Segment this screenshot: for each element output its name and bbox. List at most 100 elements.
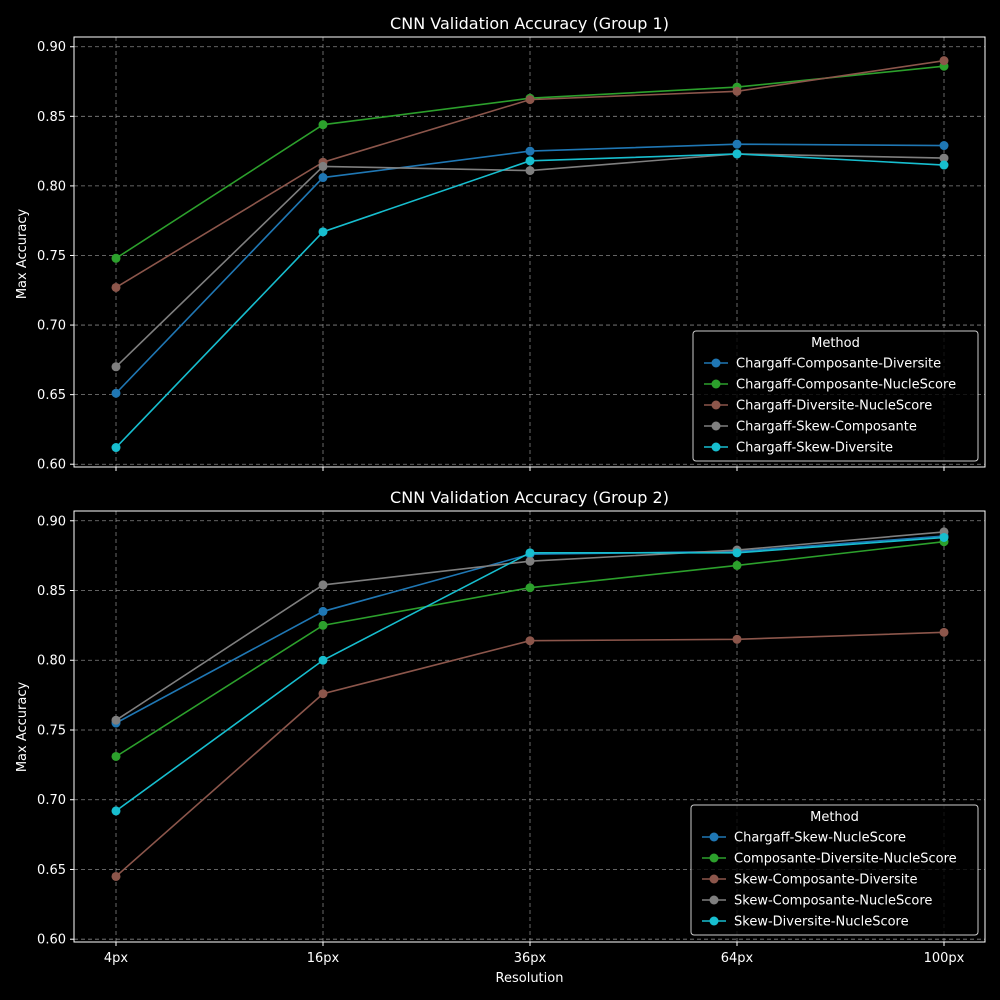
legend-box-2	[690, 804, 979, 936]
data-point	[318, 580, 328, 590]
legend-title-2: Method	[810, 810, 859, 825]
data-point	[939, 141, 949, 151]
data-point	[525, 583, 535, 593]
data-point	[525, 636, 535, 646]
data-point	[732, 548, 742, 558]
legend-swatch-marker	[711, 421, 721, 431]
data-point	[318, 120, 328, 130]
legend-swatch-marker	[711, 379, 721, 389]
legend-label: Composante-Diversite-NucleScore	[734, 852, 957, 867]
legend-label: Chargaff-Composante-NucleScore	[736, 378, 956, 393]
legend-swatch-marker	[709, 832, 719, 842]
data-point	[111, 806, 121, 816]
x-tick-label: 100px	[924, 951, 965, 966]
legend-items-1: Chargaff-Composante-Diversite Chargaff-Co…	[704, 357, 956, 456]
legend-label: Chargaff-Skew-NucleScore	[734, 831, 906, 846]
y-tick-label: 0.90	[37, 40, 66, 55]
data-point	[318, 227, 328, 237]
data-point	[525, 146, 535, 156]
legend-swatch-marker	[709, 874, 719, 884]
y-tick-label: 0.60	[37, 458, 66, 473]
y-tick-label: 0.80	[37, 654, 66, 669]
legend-label: Chargaff-Composante-Diversite	[736, 357, 941, 372]
x-ticks-1	[115, 467, 945, 471]
y-tick-label: 0.60	[37, 933, 66, 948]
legend-swatch-marker	[709, 895, 719, 905]
chart-title-1: CNN Validation Accuracy (Group 1)	[390, 14, 669, 33]
data-point	[939, 160, 949, 170]
legend-title-1: Method	[811, 336, 860, 351]
plot-frame-1	[73, 36, 986, 468]
data-point	[111, 751, 121, 761]
data-point	[111, 253, 121, 263]
y-axis-label-2: Max Accuracy	[15, 682, 30, 773]
plot-frame-2	[73, 510, 986, 943]
chart-title-2: CNN Validation Accuracy (Group 2)	[390, 488, 669, 507]
legend-label: Chargaff-Skew-Composante	[736, 420, 917, 435]
data-point	[111, 443, 121, 453]
legend-swatch-marker	[709, 916, 719, 926]
y-tick-label: 0.65	[37, 863, 66, 878]
data-point	[939, 533, 949, 542]
legend-label: Skew-Diversite-NucleScore	[734, 915, 909, 930]
data-point	[111, 388, 121, 398]
y-axis-label-1: Max Accuracy	[15, 209, 30, 300]
y-tick-label: 0.85	[37, 584, 66, 599]
y-ticks-1: 0.60 0.65 0.70 0.75 0.80 0.85 0.90	[37, 40, 74, 473]
legend-label: Skew-Composante-NucleScore	[734, 894, 932, 909]
y-tick-label: 0.70	[37, 793, 66, 808]
data-point	[318, 689, 328, 699]
data-point	[525, 95, 535, 105]
y-ticks-2: 0.60 0.65 0.70 0.75 0.80 0.85 0.90	[37, 514, 74, 948]
series-group-2	[111, 527, 949, 881]
data-point	[939, 56, 949, 66]
x-tick-label: 4px	[104, 951, 129, 966]
chart-panel-2: CNN Validation Accuracy (Group 2) Max Ac…	[15, 488, 986, 986]
data-point	[318, 655, 328, 665]
x-tick-label: 16px	[307, 951, 340, 966]
legend-box-1	[692, 330, 979, 462]
data-point	[525, 556, 535, 566]
legend-2: Method Chargaff-Skew-NucleScore Composant…	[690, 804, 979, 936]
data-point	[525, 548, 535, 558]
data-point	[111, 715, 121, 725]
legend-label: Skew-Composante-Diversite	[734, 873, 917, 888]
y-tick-label: 0.65	[37, 388, 66, 403]
series-group-1	[111, 56, 949, 453]
legend-swatch-marker	[709, 853, 719, 863]
chart-panel-1: CNN Validation Accuracy (Group 1) Max Ac…	[15, 14, 986, 473]
data-point	[732, 139, 742, 149]
data-point	[318, 161, 328, 171]
data-point	[111, 362, 121, 372]
y-tick-label: 0.75	[37, 249, 66, 264]
legend-swatch-marker	[711, 442, 721, 452]
data-point	[732, 149, 742, 159]
legend-swatch-marker	[711, 400, 721, 410]
legend-swatch-marker	[711, 358, 721, 368]
y-tick-label: 0.85	[37, 110, 66, 125]
y-tick-label: 0.70	[37, 319, 66, 334]
data-point	[111, 871, 121, 881]
data-point	[732, 634, 742, 644]
data-point	[525, 156, 535, 166]
data-point	[318, 620, 328, 630]
x-tick-label: 64px	[721, 951, 754, 966]
legend-label: Chargaff-Skew-Diversite	[736, 441, 893, 456]
y-tick-label: 0.80	[37, 179, 66, 194]
data-point	[939, 627, 949, 637]
legend-1: Method Chargaff-Composante-DiversiteChar…	[692, 330, 979, 462]
y-tick-label: 0.90	[37, 514, 66, 529]
data-point	[111, 282, 121, 292]
legend-label: Chargaff-Diversite-NucleScore	[736, 399, 932, 414]
data-point	[732, 560, 742, 570]
legend-items-2: Chargaff-Skew-NucleScore Composante-Diver…	[702, 831, 957, 930]
x-axis-label-2: Resolution	[496, 971, 564, 986]
data-point	[525, 166, 535, 176]
x-tick-label: 36px	[514, 951, 547, 966]
y-tick-label: 0.75	[37, 723, 66, 738]
data-point	[318, 606, 328, 616]
data-point	[939, 153, 949, 163]
data-point	[318, 173, 328, 183]
data-point	[732, 86, 742, 96]
